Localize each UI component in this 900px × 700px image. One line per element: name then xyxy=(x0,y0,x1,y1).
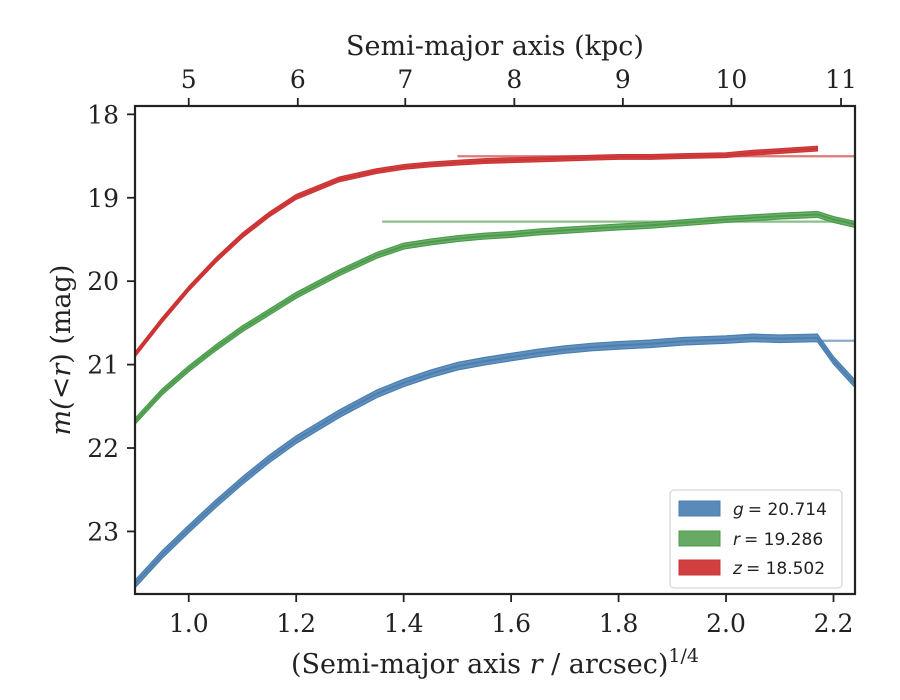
legend-item-r: r = 19.286 xyxy=(678,530,823,550)
plot-frame xyxy=(133,104,857,596)
top-x-tick-label: 11 xyxy=(825,65,857,94)
x-tick-label: 2.2 xyxy=(814,609,854,638)
x-tick-label: 1.6 xyxy=(491,609,531,638)
series-line-r xyxy=(135,213,855,423)
y-tick-label: 23 xyxy=(87,517,119,546)
top-x-tick-label: 5 xyxy=(181,65,197,94)
y-axis: 18 19 20 21 22 23 xyxy=(87,100,135,546)
bottom-x-axis: 1.0 1.2 1.4 1.6 1.8 2.0 2.2 xyxy=(169,594,854,638)
y-tick-label: 20 xyxy=(87,267,119,296)
x-tick-label: 1.0 xyxy=(169,609,209,638)
y-tick-label: 21 xyxy=(87,351,119,380)
legend: g = 20.714 r = 19.286 z = 18.502 xyxy=(669,489,843,589)
y-tick-label: 19 xyxy=(87,184,119,213)
y-tick-label: 18 xyxy=(87,100,119,129)
top-x-tick-label: 8 xyxy=(506,65,522,94)
top-x-axis: 5 6 7 8 9 10 11 xyxy=(181,65,857,106)
series-line-z xyxy=(135,147,818,356)
legend-item-z: z = 18.502 xyxy=(678,559,825,579)
x-tick-label: 1.4 xyxy=(384,609,424,638)
top-x-tick-label: 10 xyxy=(716,65,748,94)
legend-label-z: z = 18.502 xyxy=(732,559,825,579)
series-line-g xyxy=(135,336,855,585)
legend-swatch-g xyxy=(678,500,721,517)
x-tick-label: 1.8 xyxy=(599,609,639,638)
y-tick-label: 22 xyxy=(87,434,119,463)
top-x-tick-label: 6 xyxy=(290,65,306,94)
x-tick-label: 1.2 xyxy=(276,609,316,638)
top-x-tick-label: 9 xyxy=(615,65,631,94)
series-layer xyxy=(135,145,855,589)
x-tick-label: 2.0 xyxy=(706,609,746,638)
series-band-r xyxy=(135,210,855,426)
top-x-axis-title: Semi-major axis (kpc) xyxy=(346,31,644,62)
legend-swatch-z xyxy=(678,559,721,576)
legend-swatch-r xyxy=(678,530,721,547)
series-band-z xyxy=(135,145,818,358)
legend-label-r: r = 19.286 xyxy=(733,530,823,550)
series-band-g xyxy=(135,333,855,589)
legend-label-g: g = 20.714 xyxy=(733,500,827,520)
top-x-tick-label: 7 xyxy=(397,65,413,94)
y-axis-title: m(<r) (mag) xyxy=(46,265,77,436)
x-axis-title: (Semi-major axis r / arcsec)1/4 xyxy=(291,645,699,680)
legend-item-g: g = 20.714 xyxy=(678,500,827,520)
